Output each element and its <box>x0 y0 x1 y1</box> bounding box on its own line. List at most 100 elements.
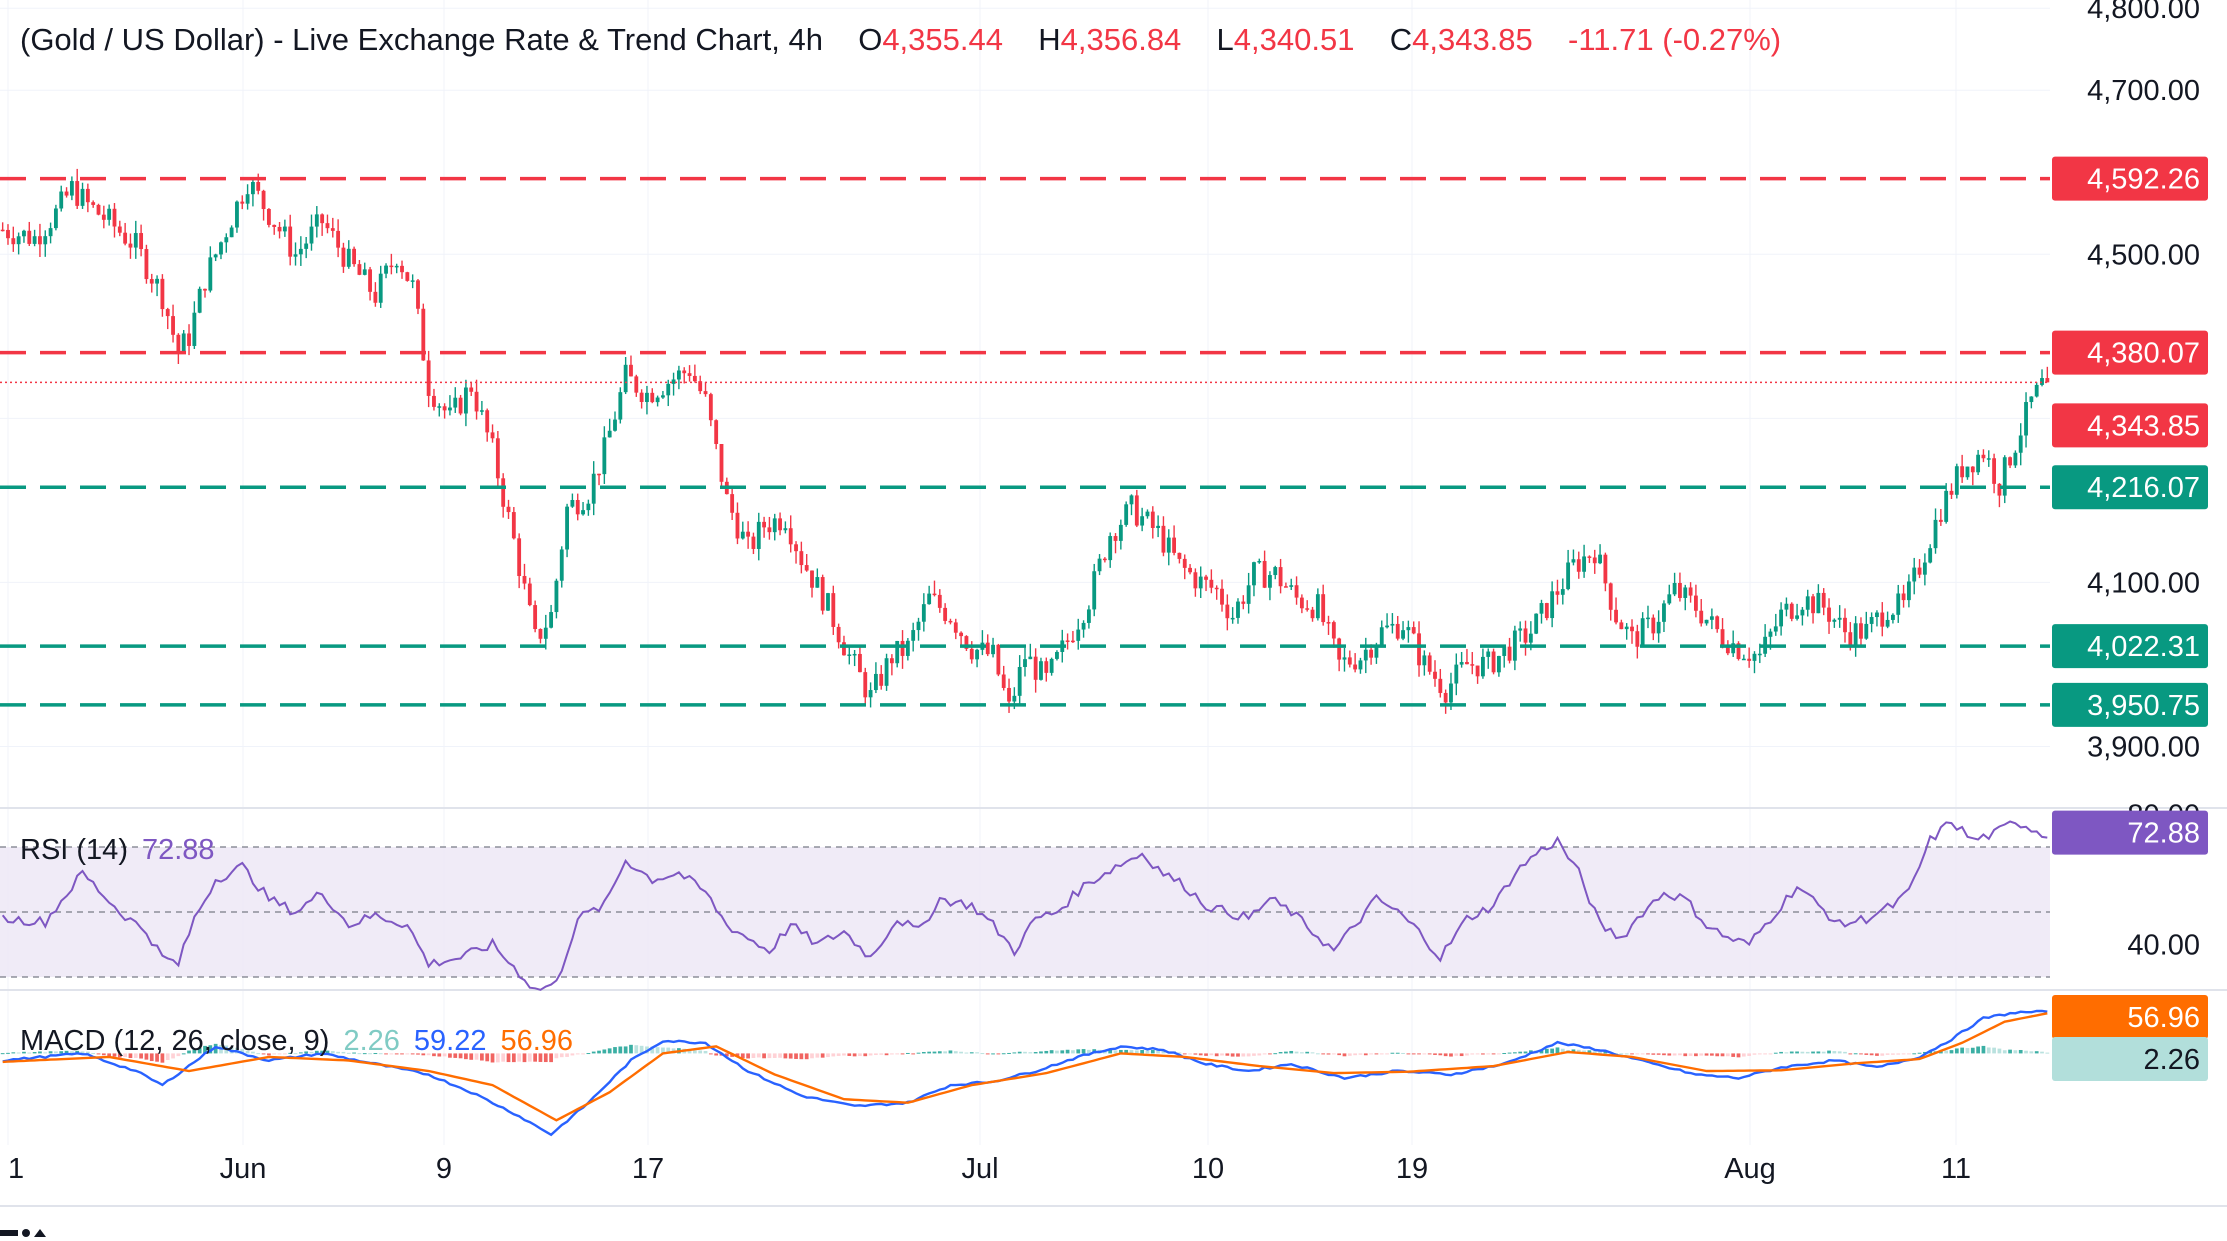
candle-body <box>59 191 64 209</box>
macd-histogram-bar <box>0 1053 5 1055</box>
candle-body <box>1129 495 1134 505</box>
candle-body <box>1773 626 1778 632</box>
candle-body <box>474 391 479 412</box>
macd-histogram-bar <box>623 1046 628 1054</box>
macd-histogram-bar <box>820 1053 825 1058</box>
candle-body <box>2002 457 2007 496</box>
candle-body <box>1640 618 1645 647</box>
macd-histogram-bar <box>1907 1053 1911 1055</box>
macd-histogram-bar <box>330 1051 335 1054</box>
candle-body <box>1699 610 1704 624</box>
candle-body <box>1624 626 1629 630</box>
macd-histogram-bar <box>1646 1053 1650 1055</box>
macd-histogram-bar <box>298 1052 303 1054</box>
candle-body <box>1496 655 1501 673</box>
macd-histogram-bar <box>128 1053 133 1059</box>
candle-body <box>485 410 490 433</box>
macd-histogram-bar <box>852 1053 857 1057</box>
macd-histogram-bar <box>554 1053 559 1059</box>
candle-body <box>959 632 964 637</box>
macd-histogram-bar <box>107 1053 112 1057</box>
support-level-tag: 3,950.75 <box>2087 690 2200 722</box>
candle-body <box>937 594 942 608</box>
macd-histogram-bar <box>1582 1050 1586 1054</box>
macd-header[interactable]: MACD (12, 26, close, 9) 2.26 59.22 56.96 <box>20 1025 573 1058</box>
rsi-header[interactable]: RSI (14) 72.88 <box>20 834 215 867</box>
macd-histogram-bar <box>389 1053 394 1055</box>
macd-histogram-bar <box>1805 1051 1810 1054</box>
candle-body <box>698 381 703 392</box>
candle-body <box>1848 632 1853 646</box>
candle-body <box>719 443 724 482</box>
macd-histogram-bar <box>1363 1053 1368 1056</box>
macd-histogram-bar <box>165 1053 170 1061</box>
candle-body <box>1843 617 1847 633</box>
candle-body <box>1188 567 1192 573</box>
candle-body <box>1912 567 1917 582</box>
macd-histogram-bar <box>1731 1053 1736 1057</box>
macd-histogram-bar <box>1076 1049 1081 1054</box>
candle-body <box>203 288 207 291</box>
macd-histogram-bar <box>1065 1049 1070 1054</box>
macd-histogram-bar <box>511 1053 516 1063</box>
macd-histogram-bar <box>400 1053 404 1055</box>
candle-body <box>2040 378 2044 385</box>
candle-body <box>1869 617 1874 624</box>
candle-body <box>1837 617 1842 620</box>
time-tick-label: Aug <box>1724 1153 1776 1185</box>
candle-body <box>314 214 319 227</box>
macd-histogram-bar <box>1145 1050 1150 1054</box>
macd-histogram-bar <box>1118 1049 1123 1054</box>
macd-histogram-bar <box>501 1053 506 1062</box>
macd-histogram-bar <box>1012 1052 1017 1054</box>
macd-histogram-bar <box>16 1052 21 1054</box>
candle-body <box>495 438 500 479</box>
macd-histogram-bar <box>384 1053 388 1055</box>
candle-body <box>2045 378 2050 383</box>
macd-histogram-bar <box>980 1053 985 1055</box>
macd-histogram-bar <box>1369 1053 1373 1055</box>
macd-histogram-bar <box>815 1053 820 1058</box>
macd-histogram-bar <box>1406 1053 1411 1055</box>
macd-histogram-bar <box>1544 1048 1549 1054</box>
candle-body <box>1784 603 1789 610</box>
macd-histogram-bar <box>1704 1053 1709 1056</box>
macd-line-value: 59.22 <box>413 1025 487 1057</box>
interval-label[interactable]: 4h <box>788 22 823 57</box>
candle-body <box>991 644 995 655</box>
candle-body <box>389 265 394 268</box>
candle-body <box>1997 483 2002 496</box>
macd-histogram-bar <box>1832 1051 1837 1054</box>
candle-body <box>1369 649 1374 658</box>
macd-histogram-bar <box>1491 1053 1496 1055</box>
candle-body <box>1097 558 1102 572</box>
candle-body <box>1236 601 1240 618</box>
macd-histogram-bar <box>549 1053 553 1063</box>
candle-body <box>261 190 266 209</box>
candle-body <box>1512 630 1517 661</box>
macd-histogram-bar <box>1039 1051 1043 1054</box>
tradingview-logo-icon <box>0 1229 46 1237</box>
candle-body <box>804 565 809 571</box>
macd-histogram-bar <box>1129 1050 1134 1054</box>
candle-body <box>1449 683 1453 703</box>
macd-histogram-bar <box>1869 1053 1874 1056</box>
candle-body <box>1118 524 1123 541</box>
candle-body <box>1401 630 1405 639</box>
high-value: 4,356.84 <box>1060 22 1182 57</box>
macd-hist-tag: 2.26 <box>2144 1044 2200 1076</box>
close-value: 4,343.85 <box>1412 22 1533 57</box>
macd-histogram-bar <box>208 1045 213 1054</box>
macd-histogram-bar <box>54 1051 58 1054</box>
candle-body <box>868 690 873 698</box>
macd-histogram-bar <box>1331 1053 1336 1055</box>
macd-histogram-bar <box>474 1053 479 1060</box>
macd-histogram-bar <box>1539 1049 1544 1054</box>
macd-histogram-bar <box>1465 1053 1469 1056</box>
macd-histogram-bar <box>751 1053 756 1059</box>
candle-body <box>2008 457 2012 466</box>
candle-body <box>1720 629 1725 645</box>
macd-histogram-bar <box>1779 1051 1783 1054</box>
candle-body <box>288 226 293 257</box>
